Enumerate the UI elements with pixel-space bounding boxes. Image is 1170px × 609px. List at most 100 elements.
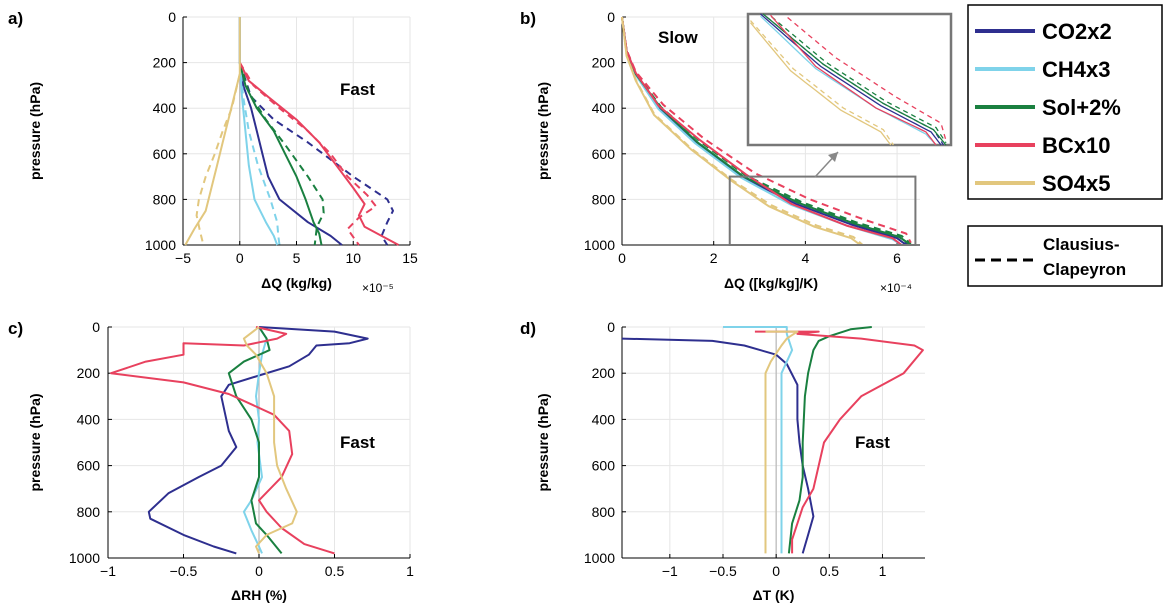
panel-c-ytick-label: 600 xyxy=(77,458,101,474)
panel-b-annotation: Slow xyxy=(658,28,698,47)
series-b-bcx10 xyxy=(621,16,903,246)
panel-d-label: d) xyxy=(520,319,536,338)
inset-region-box xyxy=(728,175,917,247)
panel-c: c) −1 −0.5 0 0.5 1 0 200 400 600 800 1000 Fast ΔRH… xyxy=(8,319,414,603)
panel-a-ytick-label: 0 xyxy=(168,9,176,25)
panel-d-xtick-label: 0 xyxy=(772,563,780,579)
panel-c-xlabel: ΔRH (%) xyxy=(231,587,287,603)
inset-series-bcx10-cc xyxy=(787,17,947,141)
series-d-bcx10 xyxy=(754,330,924,554)
series-a-ch4x3 xyxy=(238,17,279,246)
panel-d-ytick-label: 200 xyxy=(592,365,616,381)
series-d-co2x2 xyxy=(621,337,815,554)
panel-b-ytick-label: 600 xyxy=(592,146,616,162)
inset-arrowhead xyxy=(828,152,838,162)
inset-series-bcx10 xyxy=(770,14,937,146)
panel-a-xtick-label: 15 xyxy=(402,250,418,266)
series-c-sol-2- xyxy=(227,326,283,555)
legend-label: SO4x5 xyxy=(1042,171,1111,196)
panel-a-x-multiplier: ×10⁻⁵ xyxy=(362,281,394,295)
series-d-so4x5 xyxy=(764,330,799,554)
panel-c-xtick-label: −1 xyxy=(100,563,116,579)
panel-c-annotation: Fast xyxy=(340,433,375,452)
series-d-ch4x3 xyxy=(723,326,794,554)
panel-a-xtick-label: 5 xyxy=(293,250,301,266)
series-a-so4x5-cc xyxy=(195,73,241,246)
panel-a-ylabel: pressure (hPa) xyxy=(27,82,43,180)
panel-b-xtick-label: 4 xyxy=(801,250,809,266)
panel-d-ytick-label: 400 xyxy=(592,411,616,427)
panel-b: b) 0 2 4 6 0 200 400 600 800 1000 Slow ΔQ ([kg/kg… xyxy=(520,9,953,295)
legend-label: BCx10 xyxy=(1042,133,1110,158)
panel-d-ytick-label: 1000 xyxy=(584,550,615,566)
panel-c-label: c) xyxy=(8,319,23,338)
panel-d-ytick-label: 600 xyxy=(592,458,616,474)
panel-b-label: b) xyxy=(520,9,536,28)
series-c-so4x5 xyxy=(242,326,298,554)
series-a-so4x5 xyxy=(184,17,241,246)
series-b-bcx10-cc xyxy=(621,16,912,244)
panel-c-xtick-label: 1 xyxy=(406,563,414,579)
series-c-ch4x3 xyxy=(242,326,268,554)
inset-series-so4x5 xyxy=(750,22,892,146)
panel-d-xtick-label: −1 xyxy=(662,563,678,579)
panel-d-xlabel: ΔT (K) xyxy=(753,587,795,603)
legend-label: Sol+2% xyxy=(1042,95,1121,120)
panel-c-ytick-label: 200 xyxy=(77,365,101,381)
panel-a-xtick-label: −5 xyxy=(175,250,191,266)
series-a-co2x2-cc xyxy=(238,62,394,246)
panel-a-ytick-label: 600 xyxy=(153,146,177,162)
legend-label: CO2x2 xyxy=(1042,19,1112,44)
inset-series-sol-2-cc xyxy=(771,16,947,144)
panel-c-xtick-label: 0.5 xyxy=(325,563,345,579)
panel-b-xtick-label: 0 xyxy=(618,250,626,266)
panel-a-ytick-label: 200 xyxy=(153,55,177,71)
panel-b-xtick-label: 6 xyxy=(893,250,901,266)
series-d-sol-2- xyxy=(787,326,872,554)
clausius-clapeyron-legend: Clausius- Clapeyron xyxy=(967,225,1163,287)
panel-d-ylabel: pressure (hPa) xyxy=(535,393,551,491)
panel-d-annotation: Fast xyxy=(855,433,890,452)
panel-b-ytick-label: 0 xyxy=(607,9,615,25)
series-c-co2x2 xyxy=(147,326,369,555)
panel-c-xtick-label: −0.5 xyxy=(170,563,198,579)
panel-c-ytick-label: 400 xyxy=(77,411,101,427)
panel-b-xlabel: ΔQ ([kg/kg]/K) xyxy=(724,275,818,291)
legend: CO2x2 CH4x3 Sol+2% BCx10 SO4x5 xyxy=(967,4,1163,200)
panel-d-xtick-label: 1 xyxy=(879,563,887,579)
series-a-ch4x3-cc xyxy=(238,62,281,246)
cc-legend-box xyxy=(967,225,1163,287)
panel-a-xtick-label: 0 xyxy=(236,250,244,266)
panel-d: d) −1 −0.5 0 0.5 1 0 200 400 600 800 1000 Fast ΔT … xyxy=(520,319,925,603)
panel-d-ytick-label: 800 xyxy=(592,504,616,520)
panel-a-xlabel: ΔQ (kg/kg) xyxy=(261,275,332,291)
inset-series-so4x5-cc xyxy=(750,20,894,146)
panel-b-ytick-label: 400 xyxy=(592,100,616,116)
series-a-bcx10-cc xyxy=(238,62,377,246)
panel-a-label: a) xyxy=(8,9,23,28)
panel-b-ylabel: pressure (hPa) xyxy=(535,82,551,180)
panel-c-ytick-label: 0 xyxy=(92,319,100,335)
panel-a-annotation: Fast xyxy=(340,80,375,99)
legend-box xyxy=(967,4,1163,200)
panel-a: a) −5 0 5 10 15 0 200 400 600 800 1000 Fast ΔQ (kg… xyxy=(8,9,418,295)
series-c-bcx10 xyxy=(110,326,335,555)
series-b-so4x5-cc xyxy=(621,16,864,246)
panel-c-xtick-label: 0 xyxy=(255,563,263,579)
panel-b-x-multiplier: ×10⁻⁴ xyxy=(880,281,912,295)
panel-b-inset xyxy=(728,12,953,247)
panel-c-ytick-label: 800 xyxy=(77,504,101,520)
panel-b-xtick-label: 2 xyxy=(710,250,718,266)
panel-a-xtick-label: 10 xyxy=(345,250,361,266)
panel-c-ylabel: pressure (hPa) xyxy=(27,393,43,491)
cc-legend-line2: Clapeyron xyxy=(1043,260,1126,279)
panel-a-ytick-label: 400 xyxy=(153,100,177,116)
inset-series-sol-2- xyxy=(762,13,947,146)
panel-b-ytick-label: 800 xyxy=(592,191,616,207)
cc-legend-line1: Clausius- xyxy=(1043,235,1120,254)
panel-d-xtick-label: −0.5 xyxy=(709,563,737,579)
panel-a-ytick-label: 800 xyxy=(153,191,177,207)
panel-b-ytick-label: 1000 xyxy=(584,237,615,253)
panel-d-ytick-label: 0 xyxy=(607,319,615,335)
